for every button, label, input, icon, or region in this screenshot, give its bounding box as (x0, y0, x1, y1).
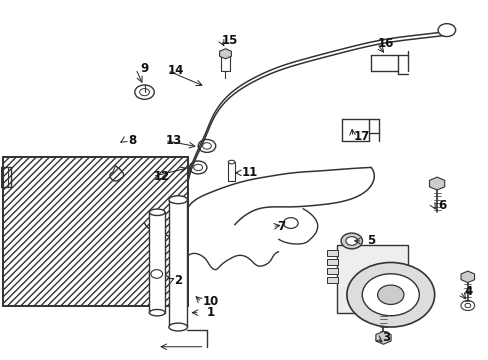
Circle shape (437, 24, 455, 37)
Text: 6: 6 (437, 199, 445, 212)
Bar (327, 277, 337, 283)
Text: 1: 1 (206, 306, 214, 319)
Text: 8: 8 (128, 134, 136, 147)
Ellipse shape (228, 160, 234, 164)
Text: 3: 3 (381, 331, 389, 344)
Bar (336, 244, 407, 313)
Bar (168, 200, 187, 327)
Circle shape (346, 262, 434, 327)
Circle shape (460, 301, 474, 311)
Ellipse shape (168, 196, 187, 204)
Bar (149, 212, 164, 313)
Text: 11: 11 (241, 166, 257, 179)
Circle shape (340, 233, 362, 249)
Text: 13: 13 (165, 134, 182, 147)
Text: 2: 2 (174, 274, 183, 287)
Ellipse shape (168, 323, 187, 331)
Text: 7: 7 (276, 220, 285, 233)
Text: 14: 14 (168, 64, 184, 77)
Text: 10: 10 (202, 296, 218, 309)
Text: 4: 4 (464, 285, 472, 298)
Circle shape (464, 303, 470, 308)
Bar (327, 250, 337, 256)
Bar (221, 56, 229, 71)
Circle shape (151, 270, 162, 278)
Circle shape (377, 285, 403, 305)
Bar (327, 259, 337, 265)
Text: 12: 12 (153, 170, 169, 183)
Ellipse shape (149, 310, 164, 316)
Bar (3, 157, 188, 306)
Circle shape (345, 237, 357, 245)
Text: 17: 17 (353, 130, 369, 144)
Text: 5: 5 (366, 234, 375, 247)
Bar (327, 268, 337, 274)
Text: 16: 16 (377, 37, 393, 50)
Circle shape (362, 274, 418, 316)
Ellipse shape (149, 209, 164, 216)
Text: 9: 9 (140, 62, 148, 75)
Text: 15: 15 (221, 33, 238, 47)
Bar (228, 162, 234, 181)
